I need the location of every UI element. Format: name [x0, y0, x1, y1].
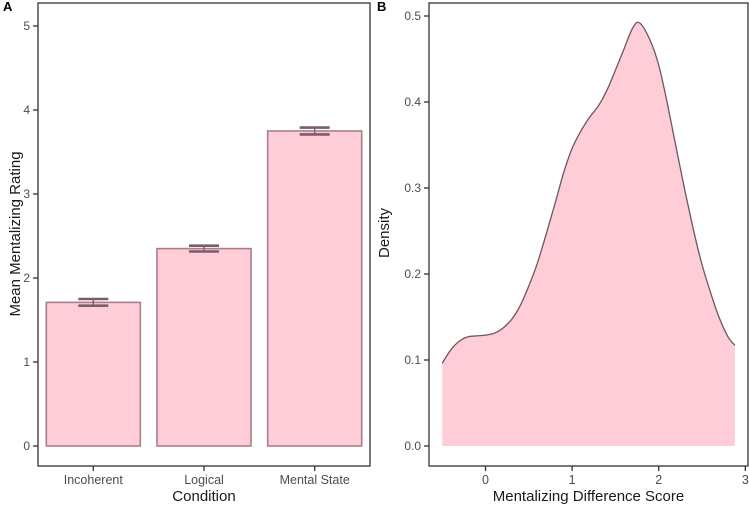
- panel-b-border: [428, 2, 749, 467]
- x-tick-label: Mental State: [280, 473, 350, 487]
- y-tick-label: 3: [23, 187, 30, 201]
- x-tick-label: 3: [742, 473, 749, 487]
- x-tick-label: Incoherent: [64, 473, 124, 487]
- panel-b-label: B: [377, 0, 387, 14]
- density-area: [442, 22, 735, 447]
- panel-a-label: A: [3, 0, 13, 14]
- x-tick-label: 0: [482, 473, 489, 487]
- density-curve: [441, 21, 736, 364]
- error-bar: [299, 126, 330, 136]
- panel-b-density-plot: 0.0 0.1 0.2 0.3 0.4 0.5 0 1 2 3: [404, 2, 749, 487]
- panel-a-x-axis-title: Condition: [172, 488, 236, 505]
- x-tick-label: 1: [569, 473, 576, 487]
- panel-b-y-axis-title: Density: [376, 207, 393, 259]
- x-tick-label: Logical: [184, 473, 224, 487]
- y-tick-label: 2: [23, 271, 30, 285]
- y-tick-label: 0.5: [404, 9, 421, 23]
- y-tick-label: 0.4: [404, 95, 421, 109]
- bar-logical: [156, 247, 252, 447]
- bar-mental-state: [266, 130, 363, 447]
- panel-b-x-axis-title: Mentalizing Difference Score: [492, 488, 685, 505]
- y-tick-label: 0.2: [404, 267, 421, 281]
- y-tick-label: 4: [23, 103, 30, 117]
- bar-incoherent: [45, 301, 142, 447]
- y-tick-label: 0.0: [404, 439, 421, 453]
- y-tick-label: 1: [23, 355, 30, 369]
- panel-a-y-axis-title: Mean Mentalizing Rating: [7, 151, 24, 317]
- y-tick-label: 0.3: [404, 181, 421, 195]
- y-tick-label: 5: [23, 19, 30, 33]
- x-tick-label: 2: [655, 473, 662, 487]
- error-bar: [189, 244, 219, 253]
- y-tick-label: 0: [23, 439, 30, 453]
- y-tick-label: 0.1: [404, 353, 421, 367]
- panel-a-bar-chart: 0 1 2 3 4 5 Incoherent Logical Mental State: [23, 2, 371, 487]
- error-bar: [78, 297, 109, 308]
